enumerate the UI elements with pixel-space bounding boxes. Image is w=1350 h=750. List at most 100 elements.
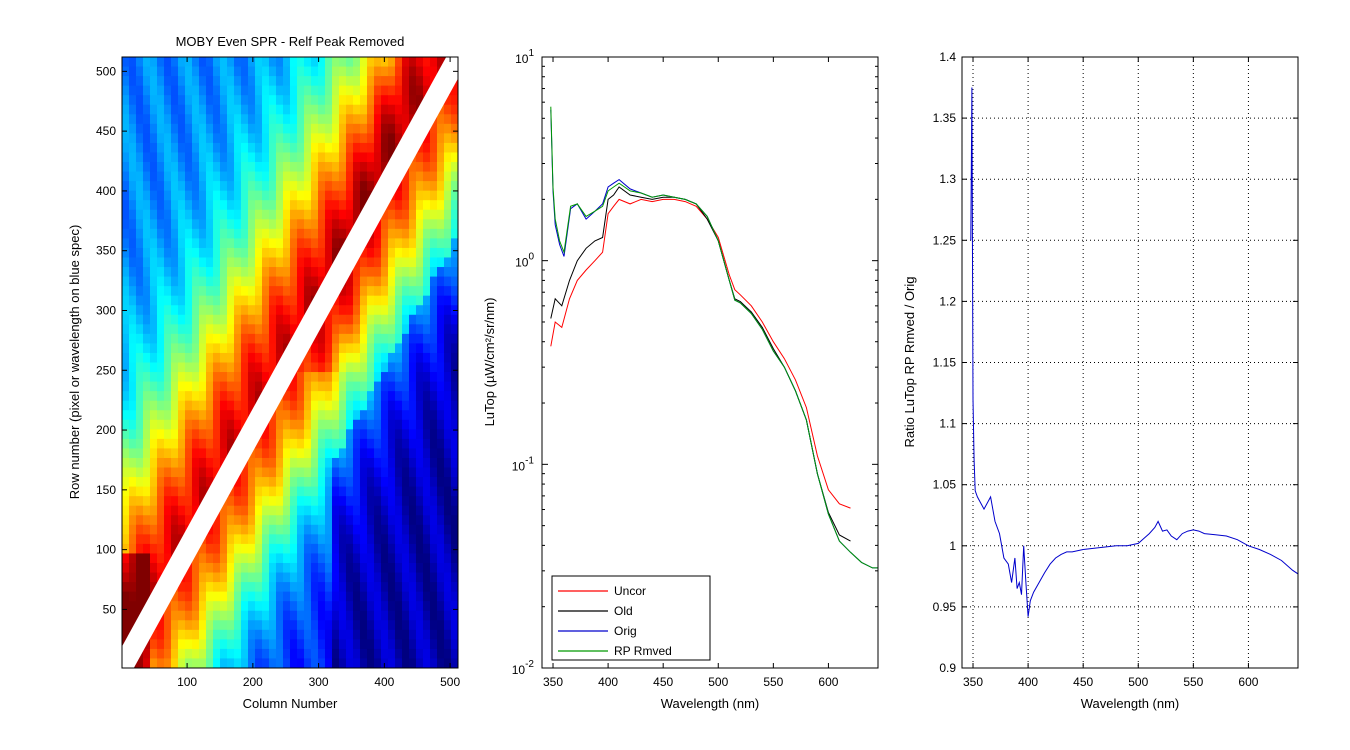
heatmap-cell — [199, 314, 207, 325]
heatmap-cell — [276, 66, 284, 77]
heatmap-cell — [374, 639, 382, 650]
heatmap-cell — [451, 200, 458, 211]
heatmap-cell — [451, 448, 458, 459]
heatmap-cell — [234, 324, 242, 335]
y-tick-label: 50 — [103, 602, 117, 616]
heatmap-cell — [304, 238, 312, 249]
heatmap-cell — [381, 333, 389, 345]
heatmap-cell — [416, 620, 424, 631]
heatmap-cell — [353, 553, 361, 564]
heatmap-cell — [122, 104, 130, 115]
heatmap-cell — [318, 486, 326, 497]
heatmap-cell — [143, 314, 151, 325]
heatmap-cell — [129, 314, 137, 325]
heatmap-cell — [276, 562, 284, 574]
heatmap-cell — [213, 391, 221, 402]
heatmap-cell — [360, 362, 368, 373]
heatmap-cell — [437, 410, 445, 421]
heatmap-cell — [227, 372, 235, 383]
heatmap-cell — [143, 123, 151, 134]
heatmap-cell — [311, 95, 319, 106]
heatmap-cell — [290, 572, 298, 583]
heatmap-cell — [269, 658, 277, 668]
heatmap-cell — [444, 219, 452, 230]
heatmap-cell — [150, 247, 158, 259]
heatmap-cell — [122, 228, 130, 239]
heatmap-cell — [227, 295, 235, 306]
heatmap-cell — [227, 267, 235, 278]
heatmap-cell — [255, 438, 263, 450]
heatmap-cell — [318, 648, 326, 660]
heatmap-cell — [409, 276, 417, 287]
heatmap-cell — [255, 610, 263, 621]
heatmap-cell — [304, 467, 312, 478]
heatmap-cell — [262, 171, 270, 182]
heatmap-cell — [367, 333, 375, 345]
heatmap-cell — [339, 133, 347, 144]
heatmap-cell — [381, 610, 389, 621]
heatmap-cell — [283, 610, 291, 621]
heatmap-cell — [213, 591, 221, 602]
heatmap-cell — [395, 534, 403, 545]
heatmap-cell — [388, 601, 396, 612]
heatmap-cell — [276, 658, 284, 668]
heatmap-cell — [164, 85, 172, 96]
heatmap-cell — [423, 601, 431, 612]
heatmap-cell — [199, 123, 207, 134]
heatmap-cell — [318, 219, 326, 230]
heatmap-cell — [451, 496, 458, 507]
heatmap-cell — [192, 658, 200, 668]
heatmap-cell — [360, 505, 368, 516]
heatmap-cell — [164, 410, 172, 421]
heatmap-cell — [402, 658, 410, 668]
heatmap-cell — [325, 448, 333, 459]
heatmap-cell — [269, 76, 277, 87]
heatmap-cell — [164, 247, 172, 259]
heatmap-cell — [178, 381, 186, 392]
heatmap-cell — [332, 247, 340, 259]
heatmap-cell — [311, 57, 319, 68]
y-tick-label: 1.3 — [939, 172, 956, 186]
heatmap-cell — [311, 123, 319, 134]
spectra-x-ticks: 350 400 450 500 550 600 — [543, 57, 839, 689]
heatmap-cell — [325, 57, 333, 68]
heatmap-cell — [129, 610, 137, 621]
heatmap-cell — [318, 572, 326, 583]
heatmap-cell — [381, 419, 389, 430]
heatmap-cell — [227, 496, 235, 507]
heatmap-cell — [325, 257, 333, 268]
heatmap-cell — [136, 162, 144, 173]
heatmap-cell — [178, 286, 186, 297]
heatmap-cell — [395, 505, 403, 516]
heatmap-cell — [220, 524, 228, 535]
y-tick-label: 1.4 — [939, 50, 956, 64]
heatmap-cell — [157, 219, 165, 230]
heatmap-cell — [136, 448, 144, 459]
heatmap-cell — [241, 543, 249, 555]
heatmap-cell — [269, 305, 277, 316]
heatmap-cell — [150, 162, 158, 173]
heatmap-cell — [269, 515, 277, 526]
y-tick-label: 1.2 — [939, 294, 956, 308]
heatmap-cell — [178, 419, 186, 430]
heatmap-cell — [185, 515, 193, 526]
heatmap-cell — [297, 257, 305, 268]
heatmap-cell — [129, 601, 137, 612]
heatmap-cell — [290, 381, 298, 392]
heatmap-cell — [269, 228, 277, 239]
heatmap-cell — [437, 104, 445, 115]
heatmap-cell — [129, 333, 137, 345]
heatmap-cell — [213, 181, 221, 192]
heatmap-cell — [311, 648, 319, 660]
heatmap-cell — [409, 228, 417, 239]
heatmap-cell — [262, 343, 270, 354]
heatmap-cell — [332, 200, 340, 211]
heatmap-cell — [129, 477, 137, 488]
heatmap-cell — [206, 391, 214, 402]
heatmap-cell — [388, 448, 396, 459]
heatmap-cell — [269, 324, 277, 335]
heatmap-cell — [402, 171, 410, 182]
heatmap-cell — [185, 257, 193, 268]
heatmap-cell — [290, 324, 298, 335]
heatmap-cell — [381, 286, 389, 297]
